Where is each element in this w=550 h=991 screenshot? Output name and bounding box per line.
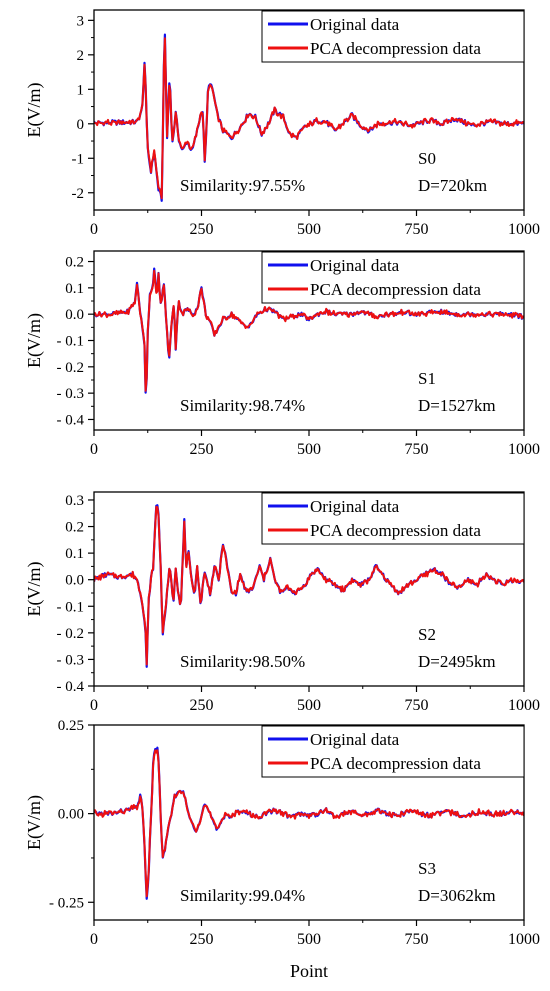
x-tick-label: 1000 [508,221,540,238]
series-pca-line [94,505,524,666]
y-tick-label: - 0.25 [49,895,84,911]
x-tick-label: 750 [405,697,429,714]
station-label: S2 [418,625,436,644]
y-tick-label: - 0.2 [57,360,85,376]
x-tick-label: 250 [190,441,214,458]
legend: Original data PCA decompression data [261,492,525,545]
legend-pca-label: PCA decompression data [310,39,481,58]
x-axis-label: Point [290,961,328,981]
series-pca-line [94,37,524,200]
y-tick-label: 0.2 [65,255,84,271]
legend-box [261,725,525,778]
distance-label: D=1527km [418,396,496,415]
x-tick-label: 250 [190,697,214,714]
legend-original-label: Original data [310,15,400,34]
x-tick-label: 500 [297,931,321,948]
y-tick-label: -1 [72,151,85,167]
x-tick-label: 750 [405,931,429,948]
y-tick-label: 0.1 [65,281,84,297]
legend-original-label: Original data [310,256,400,275]
y-axis-label: E(V/m) [24,562,45,617]
legend-box [261,492,525,545]
x-tick-label: 0 [90,441,98,458]
distance-label: D=2495km [418,652,496,671]
y-tick-label: 0 [77,117,85,133]
distance-label: D=720km [418,176,487,195]
y-tick-label: 3 [77,13,85,29]
x-tick-label: 500 [297,221,321,238]
y-tick-label: 0.00 [58,807,84,823]
legend-pca-label: PCA decompression data [310,521,481,540]
similarity-label: Similarity:99.04% [180,886,305,905]
series-pca-line [94,749,524,898]
y-tick-label: 0.2 [65,520,84,536]
legend-box [261,251,525,304]
y-tick-label: - 0.2 [57,626,85,642]
x-tick-label: 500 [297,441,321,458]
y-tick-label: - 0.4 [57,412,85,428]
legend-original-label: Original data [310,497,400,516]
legend-pca-label: PCA decompression data [310,280,481,299]
y-tick-label: -2 [72,186,85,202]
x-tick-label: 250 [190,221,214,238]
station-label: S3 [418,859,436,878]
similarity-label: Similarity:97.55% [180,176,305,195]
similarity-label: Similarity:98.74% [180,396,305,415]
x-tick-label: 750 [405,221,429,238]
x-tick-label: 0 [90,931,98,948]
y-tick-label: - 0.3 [57,652,85,668]
panel-s1: 0 250 500 750 1000 0.2 0.1 0.0 - 0.1 - 0.2 - 0.3 - … [24,250,540,458]
x-tick-label: 0 [90,697,98,714]
x-tick-label: 500 [297,697,321,714]
distance-label: D=3062km [418,886,496,905]
y-tick-label: 0.1 [65,546,84,562]
x-tick-label: 1000 [508,441,540,458]
panel-s0: 0 250 500 750 1000 3 2 1 0 -1 -2 E(V/m) Original dat… [24,9,540,238]
legend: Original data PCA decompression data [261,725,525,778]
station-label: S0 [418,149,436,168]
y-tick-label: 1 [77,82,85,98]
legend-original-label: Original data [310,730,400,749]
panel-s3: 0 250 500 750 1000 0.25 0.00 - 0.25 E(V/m) Origin… [24,718,540,948]
y-tick-label: 0.3 [65,493,84,509]
y-axis-label: E(V/m) [24,313,45,368]
y-tick-label: 0.0 [65,573,84,589]
legend-box [261,10,525,63]
series-pca-line [94,269,524,392]
legend: Original data PCA decompression data [261,10,525,63]
panel-s2: 0 250 500 750 1000 0.3 0.2 0.1 0.0 - 0.1 - 0.2 - 0.… [24,491,540,714]
y-tick-label: - 0.4 [57,679,85,695]
y-tick-label: 0.0 [65,307,84,323]
similarity-label: Similarity:98.50% [180,652,305,671]
x-tick-label: 0 [90,221,98,238]
station-label: S1 [418,369,436,388]
x-tick-label: 1000 [508,697,540,714]
x-tick-label: 250 [190,931,214,948]
legend: Original data PCA decompression data [261,251,525,304]
x-tick-label: 750 [405,441,429,458]
y-axis-label: E(V/m) [24,795,45,850]
y-tick-label: 2 [77,48,85,64]
x-tick-label: 1000 [508,931,540,948]
y-tick-label: 0.25 [58,718,84,734]
y-tick-label: - 0.1 [57,599,85,615]
y-axis-label: E(V/m) [24,83,45,138]
y-tick-label: - 0.3 [57,386,85,402]
y-tick-label: - 0.1 [57,334,85,350]
legend-pca-label: PCA decompression data [310,754,481,773]
